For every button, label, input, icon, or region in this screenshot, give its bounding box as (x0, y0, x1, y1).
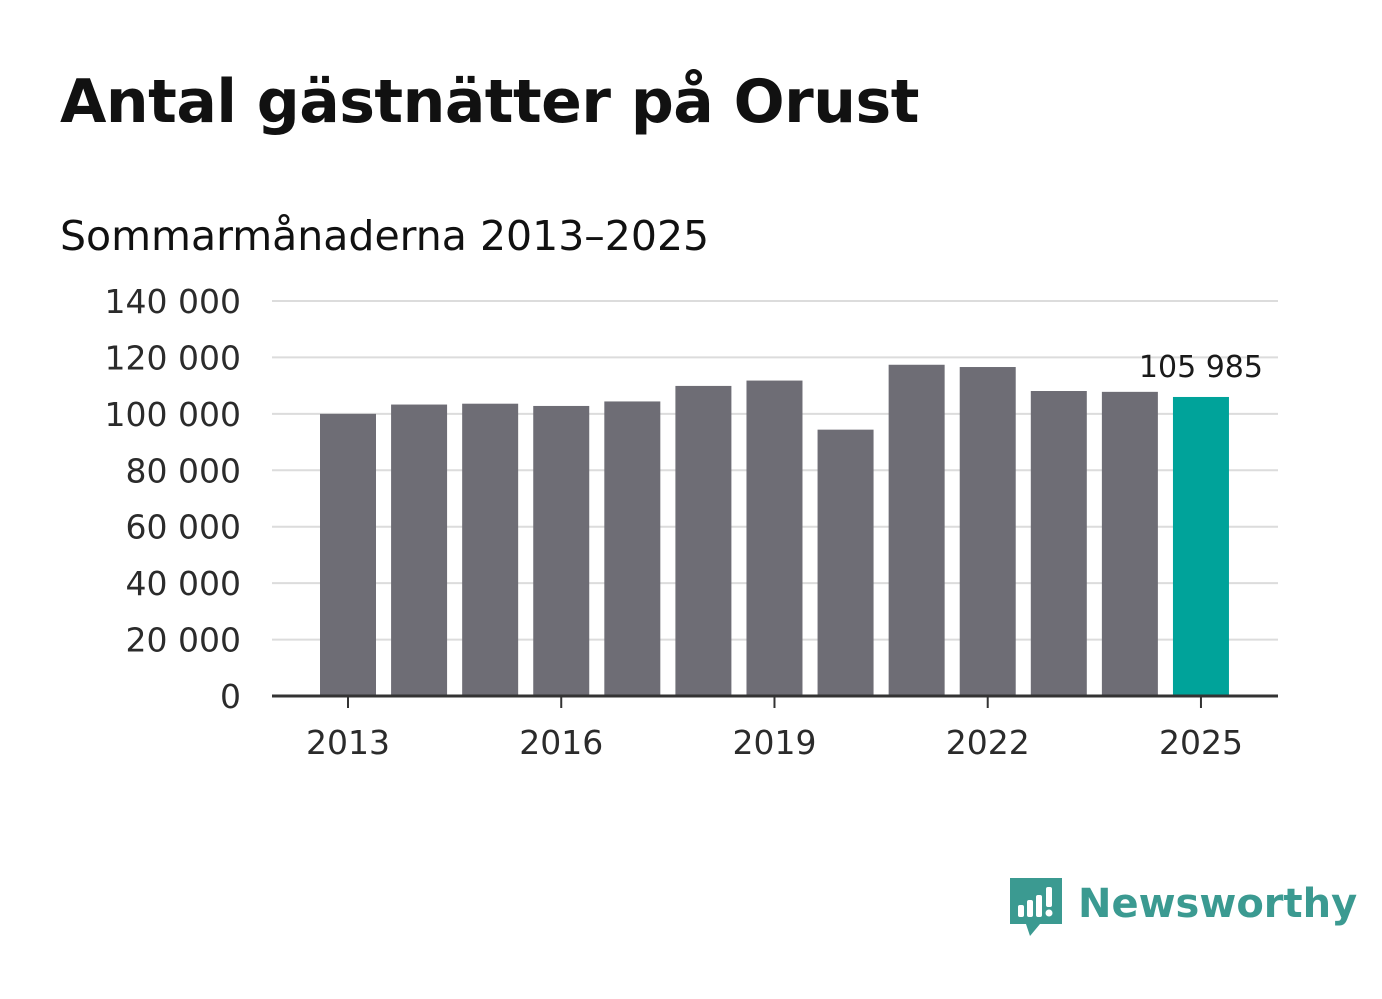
y-tick-label: 140 000 (105, 282, 241, 321)
y-axis-tick-labels: 0 20 000 40 000 60 000 80 000 100 000 120 000 1… (105, 282, 241, 716)
newsworthy-logo-icon (1010, 878, 1062, 936)
x-axis (272, 694, 1278, 708)
bar-2017 (604, 401, 661, 696)
logo-dot (1045, 909, 1053, 917)
chart-subtitle: Sommarmånaderna 2013–2025 (60, 212, 710, 260)
y-tick-label: 60 000 (126, 508, 241, 547)
bar-2015 (462, 403, 519, 696)
bar-2024 (1101, 391, 1158, 696)
brand-name: Newsworthy (1078, 881, 1358, 927)
newsworthy-brand: Newsworthy (1010, 878, 1357, 942)
y-tick-label: 120 000 (105, 338, 241, 377)
bars (320, 364, 1229, 696)
y-tick-label: 0 (220, 677, 241, 716)
data-labels: 105 985 (1139, 350, 1263, 385)
logo-bar-4 (1046, 887, 1052, 907)
bar-2016 (533, 405, 590, 696)
y-tick-label: 100 000 (105, 395, 241, 434)
logo-bar-3 (1036, 895, 1042, 917)
x-tick-label: 2019 (732, 723, 816, 762)
bar-2013 (320, 413, 376, 696)
x-tick-label: 2013 (306, 723, 390, 762)
chart-title: Antal gästnätter på Orust (60, 67, 919, 137)
logo-bar-1 (1018, 905, 1024, 917)
y-tick-label: 20 000 (126, 621, 241, 660)
bar-2021 (888, 364, 945, 696)
x-tick-label: 2016 (519, 723, 603, 762)
bar-2025 (1172, 396, 1229, 696)
bar-2014 (391, 404, 448, 696)
data-label-2025: 105 985 (1139, 350, 1263, 385)
x-tick-label: 2025 (1159, 723, 1243, 762)
bar-2019 (746, 380, 803, 696)
y-tick-label: 40 000 (126, 564, 241, 603)
x-tick-label: 2022 (946, 723, 1030, 762)
bar-2022 (959, 367, 1016, 696)
bar-2020 (817, 429, 874, 696)
bar-2023 (1030, 391, 1087, 696)
y-tick-label: 80 000 (126, 451, 241, 490)
logo-bar-2 (1027, 900, 1033, 917)
x-axis-tick-labels: 2013 2016 2019 2022 2025 (306, 723, 1243, 762)
bar-2018 (675, 385, 732, 696)
